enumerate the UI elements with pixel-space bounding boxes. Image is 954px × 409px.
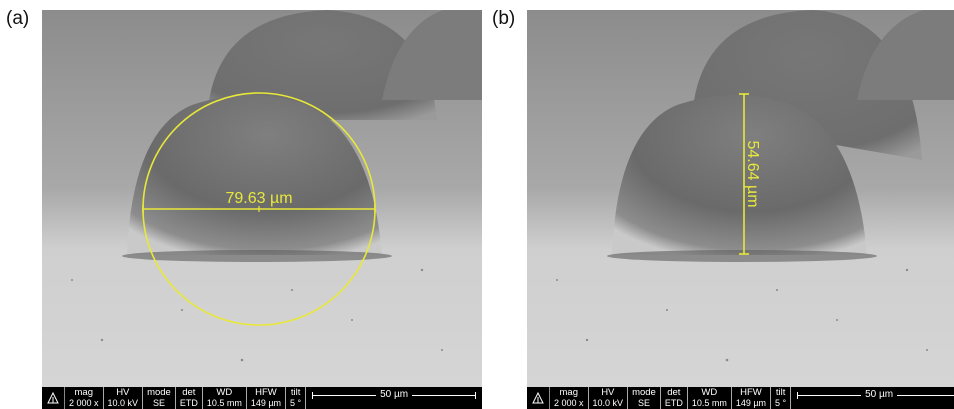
dome-base-shadow xyxy=(122,250,392,262)
scale-bar-a: 50 µm xyxy=(306,387,482,409)
info-det: det ETD xyxy=(176,387,203,409)
sem-logo-icon xyxy=(42,387,65,409)
diameter-measurement-label: 79.63 µm xyxy=(225,190,292,207)
info-tilt: tilt 5 ° xyxy=(771,387,792,409)
info-hv: HV 10.0 kV xyxy=(589,387,629,409)
info-hfw: HFW 149 µm xyxy=(732,387,772,409)
info-mag: mag 2 000 x xyxy=(65,387,104,409)
sem-logo-icon xyxy=(527,387,550,409)
panel-label-a: (a) xyxy=(6,8,30,29)
info-mag: mag 2 000 x xyxy=(550,387,589,409)
info-hfw: HFW 149 µm xyxy=(247,387,287,409)
sem-scene-b: 54.64 µm xyxy=(527,10,954,409)
height-measurement-label: 54.64 µm xyxy=(744,140,761,207)
surface-debris xyxy=(71,268,443,362)
background-dome-far xyxy=(857,10,954,100)
panel-label-b: (b) xyxy=(492,8,516,29)
info-wd: WD 10.5 mm xyxy=(688,387,732,409)
scale-bar-label: 50 µm xyxy=(861,390,898,400)
microlens-dome xyxy=(612,95,867,255)
sem-image-panel-b: 54.64 µm mag 2 000 x HV 10.0 kV mode SE det… xyxy=(527,10,954,409)
sem-info-bar-a: mag 2 000 x HV 10.0 kV mode SE det ETD WD 10.… xyxy=(42,387,482,409)
sem-scene-a: 79.63 µm xyxy=(42,10,482,409)
info-wd: WD 10.5 mm xyxy=(203,387,247,409)
sem-image-panel-a: 79.63 µm mag 2 000 x HV 10.0 kV mode SE det… xyxy=(42,10,482,409)
scale-bar-label: 50 µm xyxy=(376,390,413,400)
info-det: det ETD xyxy=(661,387,688,409)
sem-info-bar-b: mag 2 000 x HV 10.0 kV mode SE det ETD WD 10.… xyxy=(527,387,954,409)
info-tilt: tilt 5 ° xyxy=(286,387,307,409)
info-mode: mode SE xyxy=(143,387,176,409)
background-dome-far xyxy=(382,10,482,100)
info-mode: mode SE xyxy=(628,387,661,409)
info-hv: HV 10.0 kV xyxy=(104,387,144,409)
scale-bar-b: 50 µm xyxy=(791,387,954,409)
dome-base-shadow xyxy=(607,250,877,262)
microlens-dome xyxy=(127,95,382,255)
surface-debris xyxy=(556,268,928,362)
